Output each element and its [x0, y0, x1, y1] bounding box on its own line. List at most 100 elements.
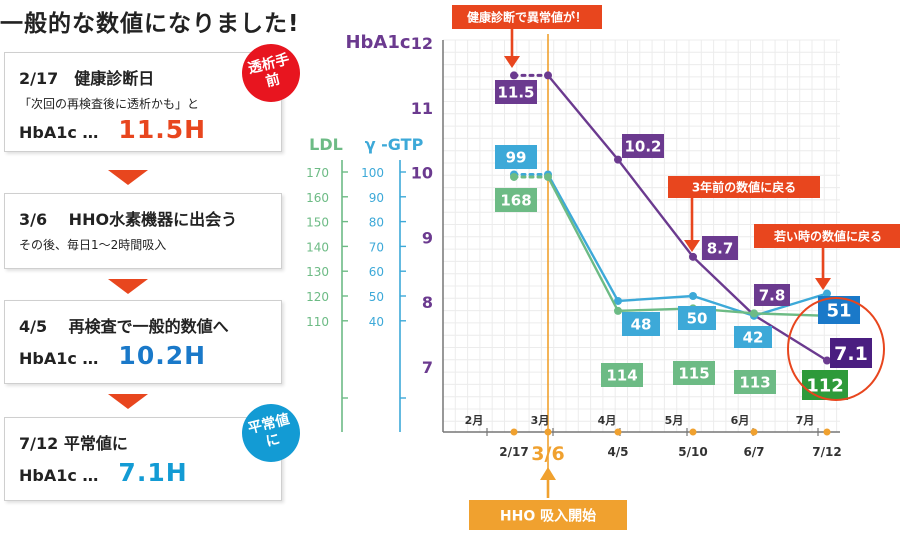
month-label: 5月: [665, 414, 684, 427]
card-3-result: HbA1c … 10.2H: [19, 341, 206, 370]
card-1-title: 2/17 健康診断日: [19, 69, 155, 88]
hba1c-tick-label: 11: [411, 99, 433, 118]
card-4-result: HbA1c … 7.1H: [19, 458, 188, 487]
timeline-card-2: 3/6 HHO水素機器に出会う その後、毎日1〜2時間吸入: [4, 193, 282, 269]
date-label: 6/7: [743, 445, 764, 459]
gtp-label-box: [734, 326, 772, 348]
hba1c-label-box: [830, 338, 872, 368]
callout-hho-start-box: [469, 500, 627, 530]
data-point: [614, 306, 622, 315]
hba1c-label-box: [622, 134, 664, 158]
blood-test-chart: HbA1c 12 11 10 9 8 7 LDL γ -GTP 170 160 150 140 130 12…: [306, 5, 900, 530]
gtp-tick-label: 40: [369, 315, 384, 329]
gtp-label: 42: [743, 328, 764, 346]
gtp-label: 50: [687, 309, 708, 327]
card-3-label: HbA1c …: [19, 349, 99, 368]
hba1c-label: 7.1: [834, 343, 868, 365]
callout-young-arrow-icon: [815, 278, 831, 290]
date-label: 7/12: [812, 445, 841, 459]
ldl-label: 112: [806, 375, 844, 396]
data-point: [510, 71, 518, 80]
callout-three-years: 3年前の数値に戻る: [692, 180, 796, 195]
ldl-label-box: [601, 363, 643, 387]
gtp-tick-label: 60: [369, 265, 384, 279]
data-point: [823, 356, 831, 365]
ldl-label: 113: [739, 373, 770, 391]
timeline-card-4: 7/12 平常値に HbA1c … 7.1H: [4, 417, 282, 501]
card-3-value: 10.2H: [118, 341, 207, 370]
date-dot: [510, 428, 518, 436]
ldl-label: 114: [606, 366, 637, 384]
card-2-note: その後、毎日1〜2時間吸入: [19, 238, 167, 252]
date-dot: [689, 428, 697, 436]
date-dot: [823, 428, 831, 436]
gtp-label-box: [495, 145, 537, 169]
date-dot: [750, 428, 758, 436]
data-point: [544, 172, 552, 181]
card-4-label: HbA1c …: [19, 466, 99, 485]
callout-three-years-arrow-icon: [684, 240, 700, 252]
callout-abnormal-arrow-icon: [504, 56, 520, 68]
ldl-label-box: [673, 361, 715, 385]
data-point: [614, 155, 622, 164]
hba1c-label: 8.7: [707, 239, 734, 257]
gtp-tick-label: 90: [369, 191, 384, 205]
gtp-tick-label: 80: [369, 216, 384, 230]
hba1c-tick-label: 7: [422, 358, 433, 377]
date-label: 4/5: [607, 445, 628, 459]
card-1-result: HbA1c … 11.5H: [19, 115, 206, 144]
highlight-ellipse: [787, 297, 885, 401]
down-arrow-icon: [108, 279, 148, 294]
ldl-tick-label: 110: [306, 315, 329, 329]
callout-abnormal-box: [452, 5, 602, 29]
gtp-tick-label: 70: [369, 240, 384, 254]
hba1c-axis-title: HbA1c: [345, 32, 410, 53]
hba1c-label: 7.8: [759, 286, 786, 304]
gtp-label: 48: [631, 315, 652, 333]
ldl-tick-label: 140: [306, 240, 329, 254]
gtp-label-box: [678, 306, 716, 330]
month-label: 7月: [796, 414, 815, 427]
timeline-card-3: 4/5 再検査で一般的数値へ HbA1c … 10.2H: [4, 300, 282, 384]
data-point: [689, 292, 697, 300]
ldl-tick-label: 170: [306, 166, 329, 180]
ldl-label: 168: [500, 191, 531, 209]
callout-hho-start: HHO 吸入開始: [500, 507, 596, 524]
gtp-label-box: [622, 312, 660, 336]
date-dot: [544, 428, 552, 436]
month-label: 4月: [598, 414, 617, 427]
ldl-tick-label: 120: [306, 290, 329, 304]
date-label: 3/6: [531, 443, 564, 465]
ldl-label-box: [802, 370, 848, 400]
hba1c-label: 10.2: [624, 137, 661, 155]
hba1c-label-box: [495, 80, 537, 104]
gtp-label: 51: [826, 300, 851, 321]
hba1c-tick-label: 9: [422, 228, 433, 247]
data-point: [823, 289, 831, 298]
hba1c-label-box: [702, 236, 738, 260]
ldl-label-box: [734, 370, 776, 394]
down-arrow-icon: [108, 170, 148, 185]
card-1-value: 11.5H: [118, 115, 207, 144]
ldl-label-box: [495, 188, 537, 212]
callout-young: 若い時の数値に戻る: [773, 229, 882, 244]
gtp-label: 99: [506, 148, 527, 166]
card-3-title: 4/5 再検査で一般的数値へ: [19, 317, 229, 336]
month-label: 6月: [731, 414, 750, 427]
card-1-note: 「次回の再検査後に透析かも」と: [19, 97, 200, 111]
gtp-axis-title: γ -GTP: [365, 135, 424, 154]
ldl-tick-label: 150: [306, 216, 329, 230]
data-point: [510, 172, 518, 181]
timeline-card-1: 2/17 健康診断日 「次回の再検査後に透析かも」と HbA1c … 11.5H: [4, 52, 282, 152]
month-label: 2月: [465, 414, 484, 427]
date-dot: [614, 428, 622, 436]
hba1c-tick-label: 10: [411, 164, 433, 183]
date-label: 2/17: [499, 445, 528, 459]
callout-three-years-box: [668, 176, 820, 198]
card-1-label: HbA1c …: [19, 123, 99, 142]
date-label: 5/10: [678, 445, 707, 459]
ldl-label: 115: [678, 364, 709, 382]
data-point: [689, 252, 697, 261]
hba1c-tick-label: 12: [411, 34, 433, 53]
callout-young-box: [754, 224, 900, 248]
